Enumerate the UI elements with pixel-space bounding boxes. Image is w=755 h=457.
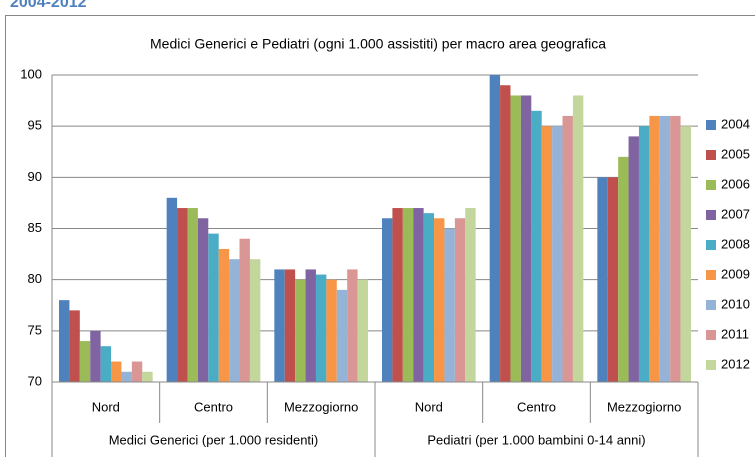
bar [607, 177, 619, 382]
legend-label: 2007 [721, 206, 750, 221]
bar [465, 208, 476, 382]
bar [131, 361, 143, 382]
bar [218, 248, 230, 382]
bar [305, 269, 316, 382]
bar [249, 259, 261, 382]
y-tick-label: 70 [28, 373, 42, 388]
bar [79, 341, 91, 382]
bar [197, 218, 209, 382]
bar [336, 289, 348, 382]
bar [347, 269, 358, 382]
bar [357, 279, 368, 382]
bar [111, 361, 122, 382]
legend-swatch [706, 270, 716, 280]
legend-label: 2005 [721, 146, 750, 161]
x-tick-label: Centro [194, 399, 233, 414]
bar [649, 115, 660, 382]
bar [326, 279, 337, 382]
legend-swatch [706, 120, 716, 130]
bar [229, 259, 240, 382]
bar [382, 218, 393, 382]
legend-swatch [706, 300, 716, 310]
bar [402, 208, 414, 382]
bar [531, 110, 542, 383]
x-tick-label: Nord [92, 399, 120, 414]
bar [434, 218, 445, 382]
x-tick-label: Centro [517, 399, 556, 414]
x-tick-label: Nord [415, 399, 443, 414]
bar [208, 233, 219, 382]
bar [597, 177, 608, 382]
chart-border [5, 15, 755, 457]
bar [541, 126, 553, 383]
y-tick-label: 85 [28, 220, 42, 235]
legend-label: 2011 [721, 326, 749, 341]
bar [274, 269, 285, 382]
legend-swatch [706, 360, 716, 370]
x-tick-label: Mezzogiorno [284, 399, 358, 414]
y-tick-label: 80 [28, 271, 42, 286]
y-tick-label: 95 [28, 118, 42, 133]
header: 2004-2012 [10, 0, 87, 11]
bar [618, 156, 629, 382]
bar [680, 126, 691, 383]
bar [90, 330, 101, 382]
bar [638, 126, 650, 383]
legend-swatch [706, 150, 716, 160]
y-tick-label: 75 [28, 322, 42, 337]
bar [69, 310, 80, 382]
bar [59, 300, 70, 382]
bar [562, 115, 573, 382]
bar [552, 126, 563, 383]
group-label: Medici Generici (per 1.000 residenti) [109, 432, 319, 447]
bar [520, 95, 532, 382]
y-tick-label: 100 [20, 66, 42, 81]
legend-label: 2009 [721, 266, 750, 281]
bar [510, 95, 521, 382]
y-tick-label: 90 [28, 169, 42, 184]
bar [284, 269, 296, 382]
bar [628, 136, 639, 382]
bar [142, 371, 153, 382]
bar [187, 208, 198, 382]
bar [166, 197, 178, 382]
x-tick-label: Mezzogiorno [607, 399, 681, 414]
legend-label: 2004 [721, 116, 750, 131]
bar [444, 228, 455, 382]
bar [315, 274, 327, 382]
bar [392, 208, 403, 382]
legend-label: 2006 [721, 176, 750, 191]
legend-label: 2010 [721, 296, 750, 311]
bar [239, 238, 250, 382]
group-label: Pediatri (per 1.000 bambini 0-14 anni) [427, 432, 645, 447]
bar [121, 371, 132, 382]
bar [659, 115, 671, 382]
bar [500, 85, 511, 382]
bar [670, 115, 681, 382]
legend-label: 2008 [721, 236, 750, 251]
bar [454, 218, 466, 382]
bar [572, 95, 584, 382]
bar [423, 213, 435, 382]
legend-swatch [706, 240, 716, 250]
chart-title: Medici Generici e Pediatri (ogni 1.000 a… [150, 36, 606, 52]
bar [295, 279, 306, 382]
bar [100, 346, 112, 382]
bar [177, 208, 188, 382]
bar [413, 208, 424, 382]
legend-swatch [706, 210, 716, 220]
legend-label: 2012 [721, 356, 750, 371]
legend-swatch [706, 330, 716, 340]
bar [489, 75, 501, 382]
legend-swatch [706, 180, 716, 190]
